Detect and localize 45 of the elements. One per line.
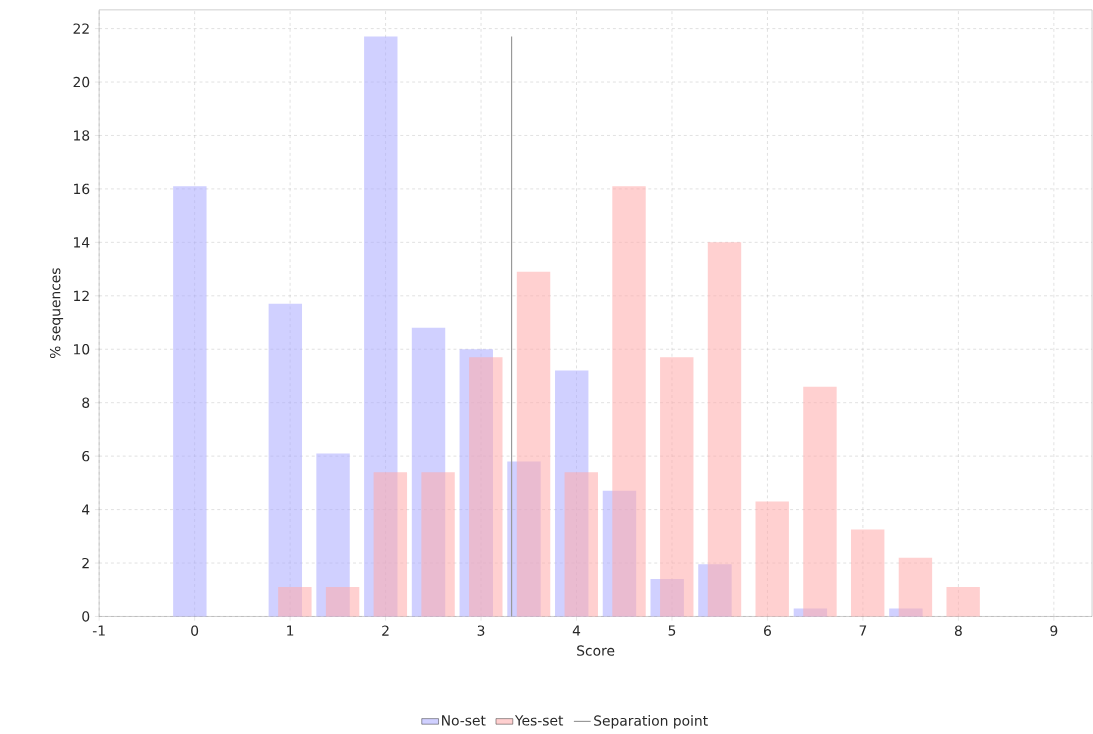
x-tick-label: 6 [764, 625, 771, 636]
bar [325, 587, 360, 617]
y-tick-label: 0 [82, 611, 90, 622]
y-tick-label: 2 [82, 557, 89, 569]
y-tick-label: 18 [74, 130, 90, 141]
x-tick-label: -1 [92, 625, 105, 636]
x-tick-label: 4 [572, 625, 581, 636]
x-tick-label: 5 [668, 625, 676, 636]
y-tick-label: 16 [74, 183, 90, 195]
y-tick-label: 4 [82, 504, 90, 515]
bar [850, 529, 885, 617]
bar [173, 186, 207, 617]
x-axis-title: Score [577, 645, 615, 656]
bar [564, 472, 598, 617]
x-tick-label: 0 [191, 625, 199, 636]
x-tick-label: 7 [859, 625, 867, 636]
y-tick-label: 20 [73, 76, 90, 88]
bar [421, 472, 455, 617]
y-tick-label: 8 [82, 397, 90, 408]
bar [612, 186, 646, 617]
x-tick-label: 2 [382, 625, 389, 636]
bar [660, 357, 694, 617]
y-tick-label: 6 [82, 450, 90, 462]
y-axis-title: % sequences [49, 268, 64, 359]
x-tick-label: 3 [477, 625, 485, 636]
y-tick-label: 22 [73, 23, 89, 34]
y-tick-label: 14 [74, 237, 90, 248]
legend-label: Separation point [594, 715, 708, 729]
legend-label: Yes-set [514, 715, 564, 726]
legend-label: No-set [442, 715, 486, 726]
x-tick-label: 9 [1050, 625, 1058, 636]
bar [898, 557, 933, 617]
bar [946, 587, 980, 617]
bar [755, 501, 789, 617]
bar [278, 587, 312, 617]
bar [803, 386, 837, 617]
x-tick-label: 8 [954, 625, 962, 636]
bar [469, 357, 503, 617]
bar [707, 242, 742, 617]
y-tick-label: 12 [74, 290, 89, 301]
bar [268, 303, 303, 617]
bar [516, 271, 551, 617]
x-tick-label: 1 [287, 625, 294, 636]
bar [373, 472, 408, 617]
y-tick-label: 10 [74, 344, 90, 355]
